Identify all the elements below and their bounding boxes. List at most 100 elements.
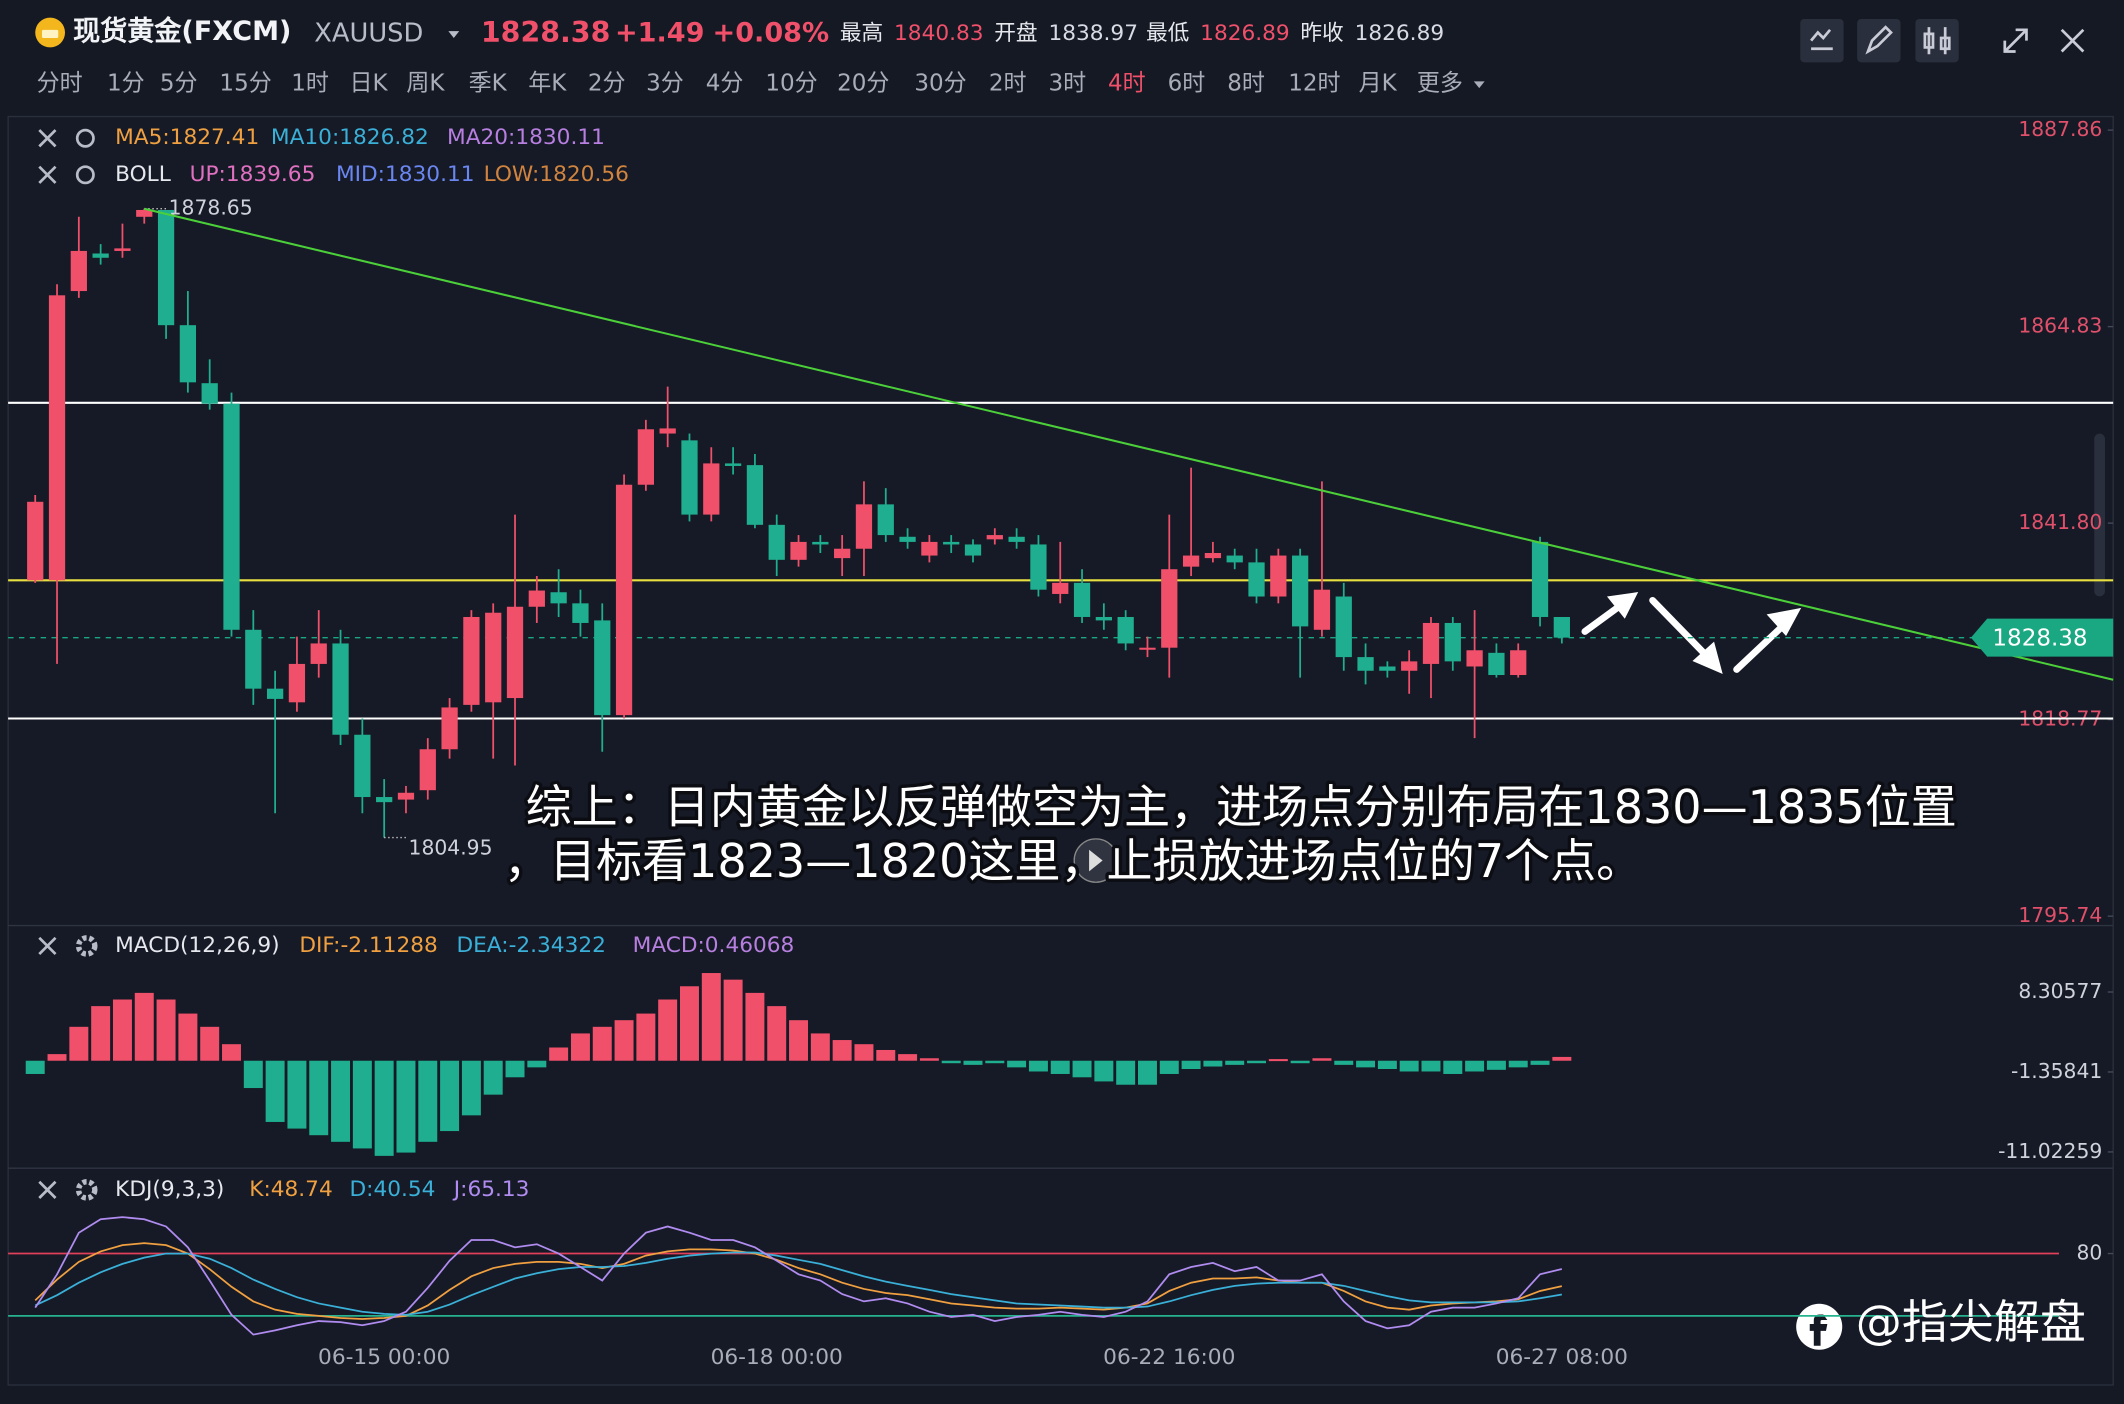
candle-body	[1030, 544, 1047, 590]
macd-bar	[570, 1033, 590, 1061]
macd-bar	[1443, 1060, 1463, 1074]
macd-bar	[854, 1044, 874, 1061]
timeframe-tab[interactable]: 1时	[291, 71, 329, 97]
candle-body	[1335, 596, 1352, 658]
timeframe-tab[interactable]: 1分	[107, 71, 145, 97]
candle-body	[1248, 562, 1265, 597]
candle-body	[986, 535, 1003, 540]
y-tick-label: 1795.74	[2018, 903, 2102, 927]
macd-bar	[1530, 1060, 1550, 1065]
timeframe-tab[interactable]: 12时	[1288, 71, 1340, 97]
timeframe-tab[interactable]: 20分	[837, 71, 889, 97]
settings-icon[interactable]	[75, 165, 95, 185]
x-tick-label: 06-15 00:00	[318, 1345, 450, 1370]
timeframe-tab[interactable]: 日K	[349, 71, 388, 97]
line-tool-icon[interactable]	[1810, 28, 1833, 51]
macd-bar	[1465, 1060, 1485, 1072]
trendline	[144, 207, 2114, 681]
stat-value: 1838.97	[1048, 21, 1138, 46]
timeframe-tab[interactable]: 4时	[1108, 71, 1146, 97]
candle-body	[310, 643, 327, 664]
macd-bar	[614, 1020, 634, 1061]
timeframe-tab[interactable]: 3分	[646, 71, 684, 97]
candle-body	[790, 541, 807, 560]
timeframe-tab[interactable]: 8时	[1227, 71, 1265, 97]
draw-tool-icon[interactable]	[1865, 25, 1893, 55]
macd-bar	[331, 1060, 351, 1142]
close-indicator-icon[interactable]	[38, 129, 57, 1199]
candle-body	[136, 209, 153, 217]
indicator-legend: KDJ(9,3,3)	[115, 1177, 224, 1202]
candle-body	[724, 463, 742, 466]
x-tick-label: 06-27 08:00	[1496, 1345, 1628, 1370]
last-price: 1828.38	[481, 16, 611, 49]
candle-body	[1553, 616, 1570, 638]
settings-icon[interactable]	[75, 128, 95, 148]
candle-body	[27, 501, 44, 581]
timeframe-tab[interactable]: 3时	[1048, 71, 1086, 97]
candle-body	[1073, 582, 1091, 617]
more-dropdown[interactable]	[1473, 81, 1485, 89]
timeframe-tab[interactable]: 更多	[1417, 71, 1463, 97]
watermark-logo	[1809, 1314, 1828, 1346]
play-icon[interactable]	[1089, 849, 1103, 872]
macd-bar	[1486, 1060, 1506, 1070]
candle-body	[245, 629, 262, 689]
y-tick-label: 80	[2076, 1241, 2102, 1265]
timeframe-tab[interactable]: 30分	[914, 71, 966, 97]
candle-body	[376, 797, 393, 803]
timeframe-tab[interactable]: 6时	[1168, 71, 1206, 97]
candle-body	[1052, 582, 1069, 594]
button-bg[interactable]	[1915, 18, 1959, 63]
macd-bar	[1159, 1060, 1179, 1074]
candle-body	[1531, 541, 1549, 617]
timeframe-tab[interactable]: 2时	[989, 71, 1027, 97]
timeframe-tab[interactable]: 年K	[528, 71, 567, 97]
indicator-legend: MA10:1826.82	[271, 125, 429, 150]
candle-body	[877, 504, 894, 536]
macd-bar	[789, 1020, 809, 1061]
close-icon[interactable]	[2060, 28, 2085, 53]
indicator-legend: MACD(12,26,9)	[115, 933, 279, 958]
indicator-legend: MID:1830.11	[336, 162, 475, 187]
timeframe-tab[interactable]: 4分	[706, 71, 744, 97]
candle-body	[1095, 616, 1112, 621]
price-tag	[1970, 618, 2114, 657]
candle-body	[92, 253, 109, 258]
macd-bar	[941, 1060, 961, 1064]
indicator-legend: UP:1839.65	[190, 162, 316, 187]
timeframe-tab[interactable]: 5分	[160, 71, 198, 97]
stat-value: 1826.89	[1200, 21, 1290, 46]
timeframe-tab[interactable]: 2分	[588, 71, 626, 97]
timeframe-tab[interactable]: 10分	[765, 71, 817, 97]
scroll-handle[interactable]	[2094, 433, 2106, 597]
candle-tool-icon[interactable]	[1923, 27, 1951, 55]
macd-bar	[1116, 1060, 1136, 1085]
timeframe-tab[interactable]: 分时	[37, 71, 83, 97]
y-tick-label: 1841.80	[2018, 510, 2102, 534]
indicator-legend: MA20:1830.11	[447, 125, 605, 150]
candle-body	[1161, 569, 1178, 648]
macd-bar	[134, 992, 154, 1061]
settings-icon[interactable]	[75, 1179, 98, 1201]
instrument-name: 现货黄金(FXCM)	[73, 15, 291, 47]
timeframe-tab[interactable]: 月K	[1359, 71, 1398, 97]
button-bg[interactable]	[1800, 18, 1844, 63]
candle-body	[1182, 555, 1200, 567]
macd-bar	[200, 1026, 220, 1061]
candle-body	[223, 403, 240, 630]
arrow-up	[1733, 622, 1787, 673]
macd-bar	[112, 999, 132, 1061]
timeframe-tab[interactable]: 周K	[406, 71, 445, 97]
settings-icon[interactable]	[75, 935, 98, 957]
kdj-line	[34, 1216, 1563, 1336]
timeframe-tab[interactable]: 15分	[219, 71, 271, 97]
candle-body	[1510, 650, 1527, 676]
timeframe-tab[interactable]: 季K	[469, 71, 508, 97]
symbol-dropdown[interactable]	[448, 31, 460, 38]
shrink-icon[interactable]	[2003, 28, 2028, 53]
macd-bar	[25, 1060, 45, 1074]
button-bg[interactable]	[1857, 18, 1901, 63]
candle-body	[703, 463, 720, 515]
